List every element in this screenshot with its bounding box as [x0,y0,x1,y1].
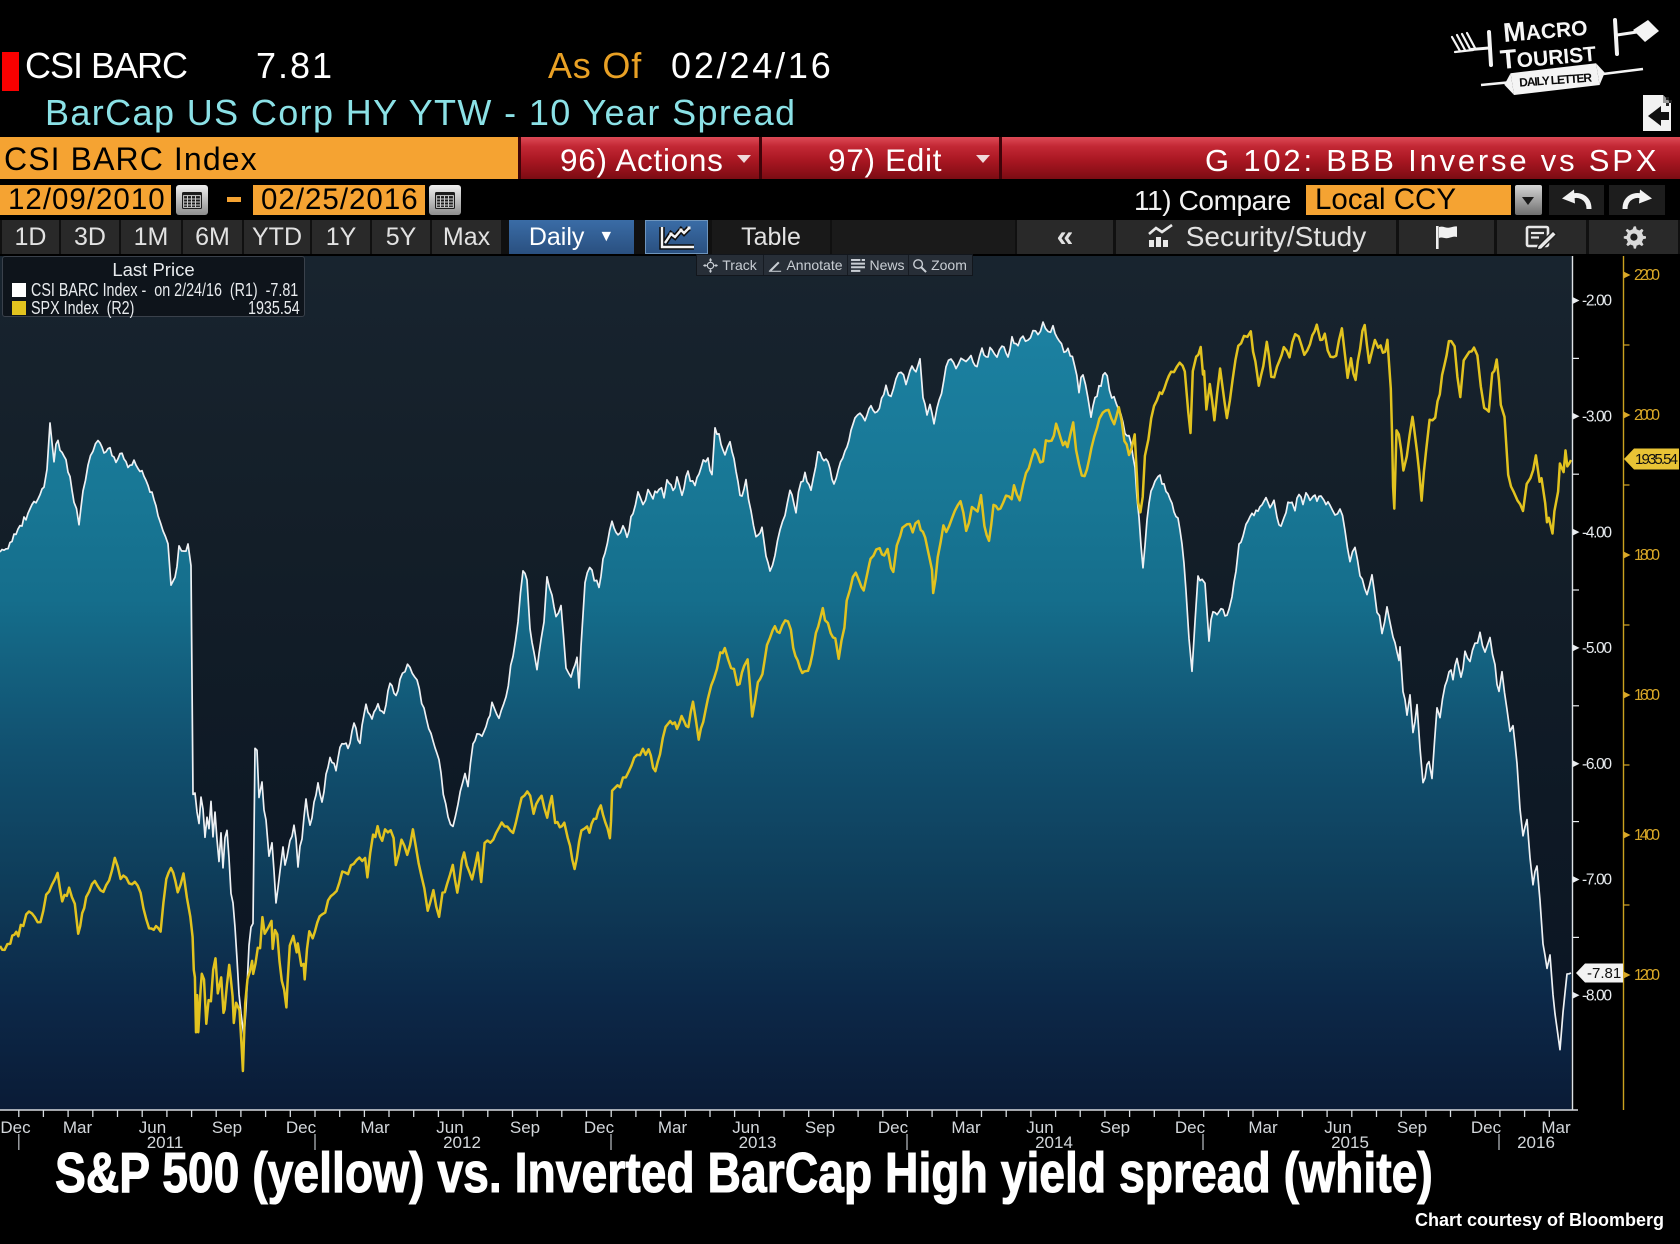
svg-text:1200: 1200 [1634,967,1660,984]
svg-text:-4.00: -4.00 [1582,524,1612,541]
svg-text:-8.00: -8.00 [1582,988,1612,1005]
svg-text:MACRO: MACRO [1502,11,1589,48]
svg-text:-7.00: -7.00 [1582,872,1612,889]
svg-text:2013: 2013 [739,1133,777,1152]
svg-text:Dec: Dec [286,1118,317,1137]
svg-text:-7.81: -7.81 [1587,965,1621,982]
svg-text:1600: 1600 [1634,687,1660,704]
svg-text:Jun: Jun [139,1118,166,1137]
svg-text:Dec: Dec [1175,1118,1206,1137]
svg-text:2012: 2012 [443,1133,481,1152]
svg-text:Dec: Dec [1471,1118,1502,1137]
svg-text:Sep: Sep [1397,1118,1427,1137]
svg-text:DAILY LETTER: DAILY LETTER [1519,71,1593,90]
svg-text:1935.54: 1935.54 [1635,451,1678,468]
svg-text:-5.00: -5.00 [1582,640,1612,657]
svg-text:Mar: Mar [63,1118,93,1137]
svg-text:Jun: Jun [732,1118,759,1137]
svg-text:-2.00: -2.00 [1582,293,1612,310]
svg-text:Mar: Mar [1541,1118,1571,1137]
svg-text:-6.00: -6.00 [1582,756,1612,773]
svg-text:Jun: Jun [436,1118,463,1137]
svg-text:Sep: Sep [212,1118,242,1137]
svg-text:Dec: Dec [584,1118,615,1137]
svg-text:2200: 2200 [1634,267,1660,284]
svg-text:1800: 1800 [1634,547,1660,564]
svg-text:Sep: Sep [510,1118,540,1137]
svg-text:2015: 2015 [1331,1133,1369,1152]
svg-text:Mar: Mar [658,1118,688,1137]
svg-text:Mar: Mar [951,1118,981,1137]
svg-text:Jun: Jun [1026,1118,1053,1137]
svg-text:2014: 2014 [1035,1133,1073,1152]
svg-text:Dec: Dec [0,1118,31,1137]
svg-text:Sep: Sep [1100,1118,1130,1137]
svg-text:Mar: Mar [360,1118,390,1137]
svg-text:1400: 1400 [1634,827,1660,844]
svg-text:Mar: Mar [1248,1118,1278,1137]
svg-text:-3.00: -3.00 [1582,409,1612,426]
svg-text:2011: 2011 [147,1133,184,1152]
svg-text:Sep: Sep [805,1118,835,1137]
svg-text:Jun: Jun [1324,1118,1351,1137]
svg-text:2000: 2000 [1634,407,1660,424]
svg-text:Dec: Dec [878,1118,909,1137]
svg-text:2016: 2016 [1517,1133,1555,1152]
